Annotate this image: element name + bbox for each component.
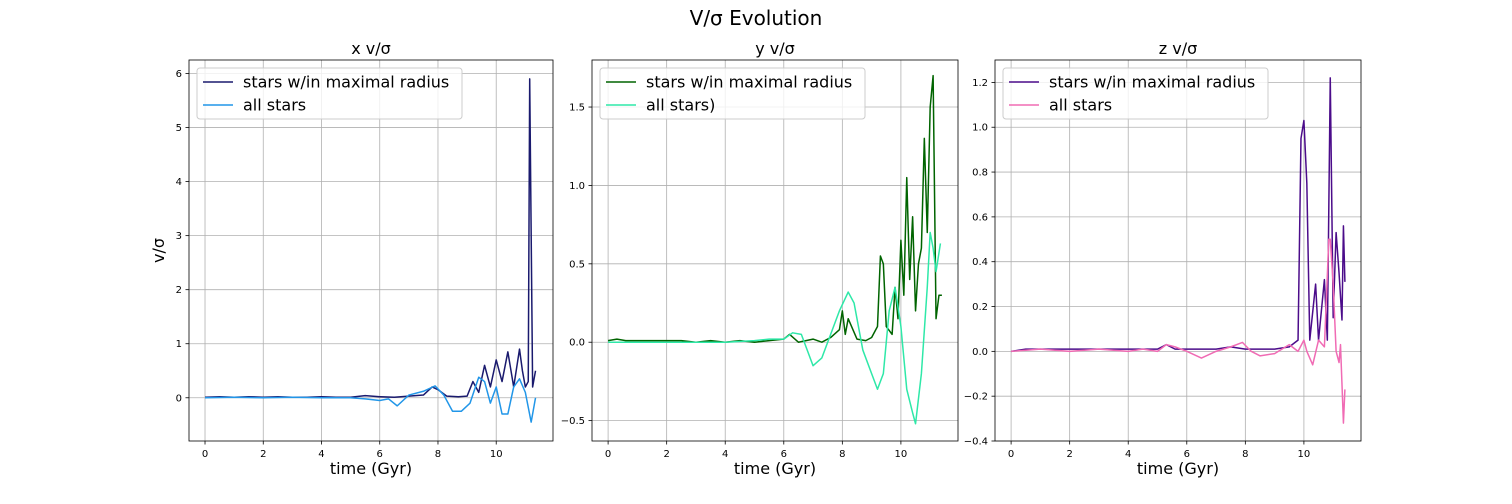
- legend-entry-label: stars w/in maximal radius: [243, 73, 449, 92]
- x-axis-label: time (Gyr): [1137, 459, 1219, 478]
- panel-title: x v/σ: [351, 39, 391, 58]
- axes-frame: [188, 59, 554, 442]
- series-line-maximal-radius: [204, 78, 537, 398]
- x-tick-label: 10: [895, 449, 908, 460]
- legend-box: [196, 67, 463, 120]
- y-tick-label: 4: [176, 177, 182, 188]
- x-tick-label: 6: [781, 449, 787, 460]
- x-tick-label: 8: [839, 449, 845, 460]
- legend-entry-label: all stars: [1049, 96, 1112, 115]
- chart-panel-3: 0 2 4 6 8 10 −0.4 −0.2 0.0 0.2 0.4 0.6 0.8 1.0 1.2 z v/…: [964, 39, 1362, 478]
- y-tick-label: 0.5: [569, 259, 585, 270]
- y-tick-label: −0.2: [964, 392, 988, 403]
- y-tick-label: 0.2: [972, 302, 988, 313]
- series-line-all-stars: [608, 231, 942, 425]
- legend-entry-label: stars w/in maximal radius: [1049, 73, 1255, 92]
- y-tick-label: 0.0: [972, 347, 988, 358]
- figure-title: V/σ Evolution: [690, 6, 823, 30]
- x-tick-label: 0: [202, 449, 208, 460]
- legend: stars w/in maximal radius all stars: [196, 67, 463, 120]
- y-tick-label: 0.8: [972, 168, 988, 179]
- x-tick-label: 10: [490, 449, 503, 460]
- x-tick-label: 6: [1184, 449, 1190, 460]
- x-tick-label: 2: [1066, 449, 1072, 460]
- y-tick-label: 0.0: [569, 338, 585, 349]
- y-tick-label: 2: [176, 285, 182, 296]
- axes-frame: [591, 59, 959, 442]
- y-tick-label: 5: [176, 123, 182, 134]
- y-tick-label: −0.5: [561, 416, 585, 427]
- x-tick-label: 0: [605, 449, 611, 460]
- y-tick-label: 1.0: [569, 181, 585, 192]
- x-tick-label: 0: [1008, 449, 1014, 460]
- x-tick-label: 6: [377, 449, 383, 460]
- legend-entry-label: stars w/in maximal radius: [646, 73, 852, 92]
- legend-box: [599, 67, 866, 120]
- x-axis-label: time (Gyr): [734, 459, 816, 478]
- x-tick-label: 4: [722, 449, 728, 460]
- series-line-all-stars: [205, 376, 537, 423]
- panels-group: 0 2 4 6 8 10 0 1 2 3 4 5 6 x v/σ time (Gyr) v/σ stars w/…: [149, 39, 1362, 478]
- panel-title: z v/σ: [1159, 39, 1197, 58]
- y-tick-label: 1.2: [972, 78, 988, 89]
- y-axis-label: v/σ: [149, 238, 168, 263]
- x-tick-label: 8: [1242, 449, 1248, 460]
- y-tick-label: 1.5: [569, 103, 585, 114]
- y-tick-label: 1: [176, 339, 182, 350]
- legend: stars w/in maximal radius all stars): [599, 67, 866, 120]
- x-tick-label: 10: [1298, 449, 1311, 460]
- legend-box: [1002, 67, 1269, 120]
- y-tick-label: 1.0: [972, 123, 988, 134]
- x-tick-label: 2: [663, 449, 669, 460]
- axes-frame: [994, 59, 1362, 442]
- y-tick-label: 0.4: [972, 257, 988, 268]
- chart-panel-2: 0 2 4 6 8 10 −0.5 0.0 0.5 1.0 1.5 y v/σ time (Gyr) st…: [561, 39, 959, 478]
- y-tick-label: 0.6: [972, 212, 988, 223]
- legend-entry-label: all stars: [243, 96, 306, 115]
- y-tick-label: 6: [176, 69, 182, 80]
- y-tick-label: 0: [176, 393, 182, 404]
- x-tick-label: 4: [318, 449, 324, 460]
- series-line-all-stars: [1011, 238, 1346, 424]
- chart-panel-1: 0 2 4 6 8 10 0 1 2 3 4 5 6 x v/σ time (Gyr) v/σ stars w/…: [149, 39, 554, 478]
- x-tick-label: 2: [260, 449, 266, 460]
- x-tick-label: 4: [1125, 449, 1131, 460]
- x-axis-label: time (Gyr): [330, 459, 412, 478]
- y-tick-label: 3: [176, 231, 182, 242]
- x-tick-label: 8: [435, 449, 441, 460]
- y-tick-label: −0.4: [964, 437, 988, 448]
- legend-entry-label: all stars): [646, 96, 715, 115]
- panel-title: y v/σ: [755, 39, 795, 58]
- legend: stars w/in maximal radius all stars: [1002, 67, 1269, 120]
